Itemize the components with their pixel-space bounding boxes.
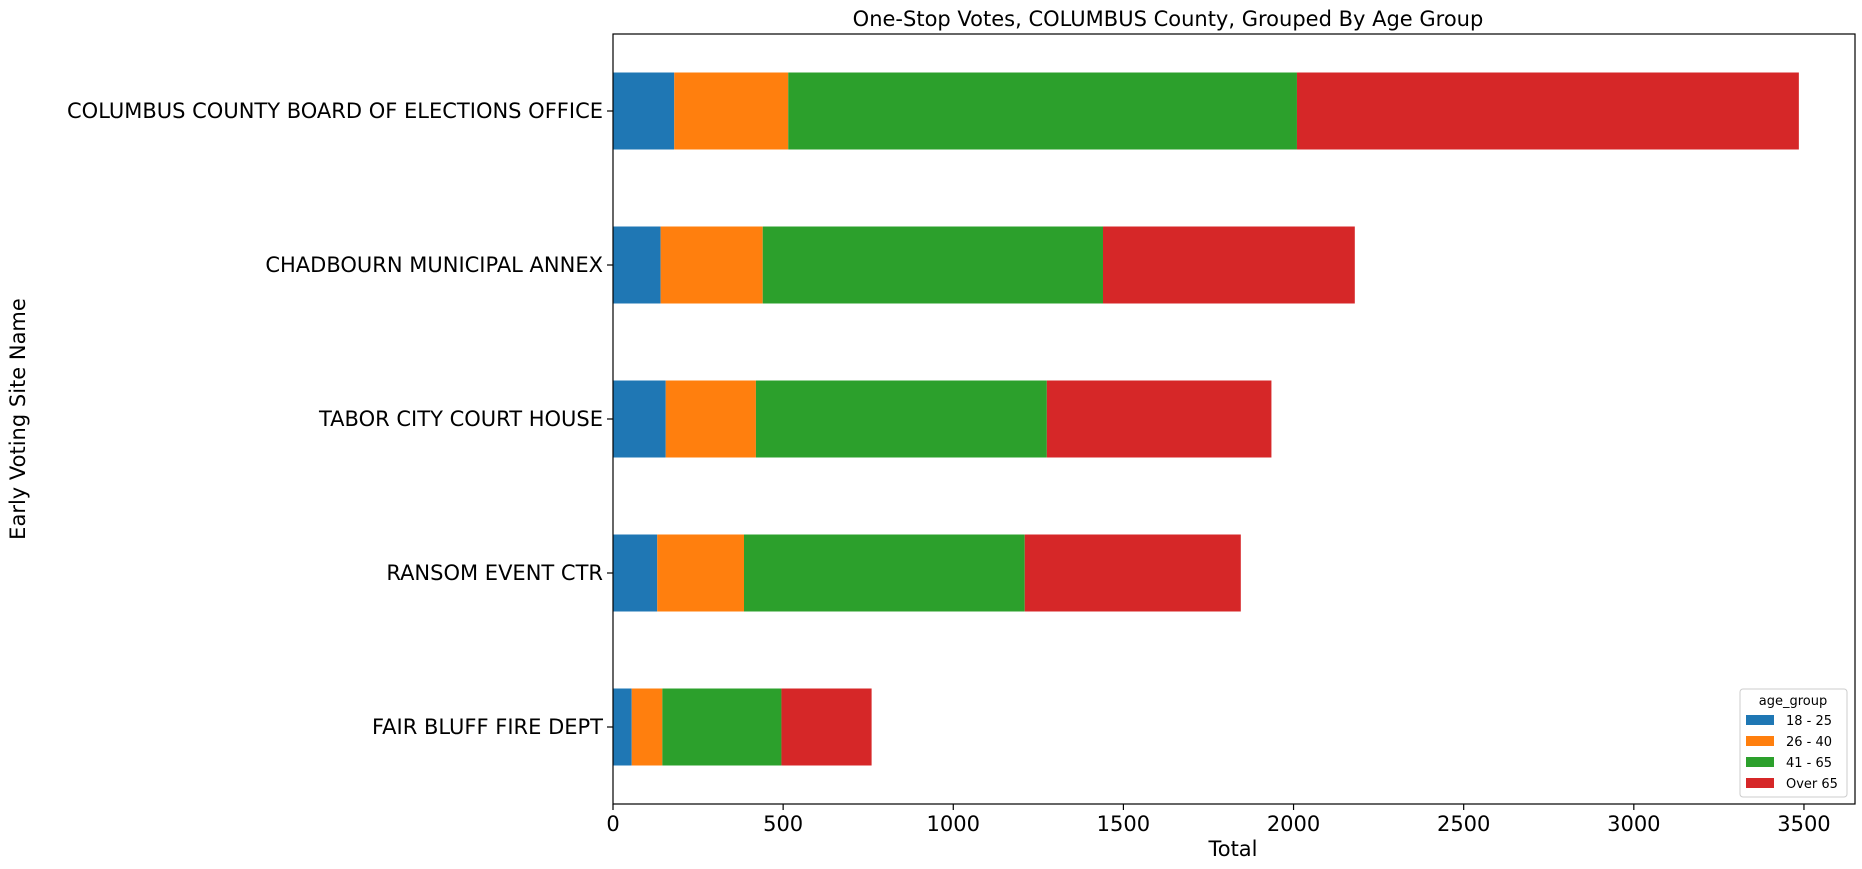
bar-segment-3-1: [613, 380, 666, 458]
y-axis-label: Early Voting Site Name: [6, 298, 30, 540]
bar-segment-4-3: [744, 534, 1025, 612]
bar-segment-5-3: [662, 688, 782, 766]
bar-segment-1-4: [1296, 72, 1799, 150]
x-axis: 0 500 1000 1500 2000 2500 3000 3500: [606, 804, 1831, 836]
bar-segment-2-4: [1102, 226, 1355, 304]
legend-label: Over 65: [1786, 777, 1838, 792]
bar-segment-2-3: [762, 226, 1103, 304]
bars-group: [613, 72, 1799, 766]
x-tick-label: 2500: [1437, 812, 1490, 836]
bar-segment-1-1: [613, 72, 675, 150]
bar-segment-3-4: [1046, 380, 1272, 458]
legend: age_group 18 - 25 26 - 40 41 - 65 Over 65: [1739, 688, 1848, 798]
bar-segment-1-3: [788, 72, 1297, 150]
legend-label: 26 - 40: [1786, 735, 1832, 750]
y-tick-label: CHADBOURN MUNICIPAL ANNEX: [265, 253, 603, 277]
bar-segment-2-1: [613, 226, 661, 304]
x-axis-label: Total: [1207, 837, 1257, 861]
bar-segment-2-2: [660, 226, 763, 304]
y-tick-label: RANSOM EVENT CTR: [386, 561, 603, 585]
legend-label: 18 - 25: [1786, 714, 1832, 729]
chart-title: One-Stop Votes, COLUMBUS County, Grouped…: [853, 7, 1484, 31]
legend-title: age_group: [1759, 694, 1827, 709]
legend-label: 41 - 65: [1786, 756, 1832, 771]
y-tick-label: FAIR BLUFF FIRE DEPT: [372, 715, 603, 739]
legend-swatch: [1746, 778, 1774, 788]
bar-segment-5-1: [613, 688, 632, 766]
x-tick-label: 1000: [927, 812, 980, 836]
legend-swatch: [1746, 736, 1774, 746]
y-axis: COLUMBUS COUNTY BOARD OF ELECTIONS OFFIC…: [67, 99, 613, 739]
x-tick-label: 3000: [1607, 812, 1660, 836]
bar-segment-5-4: [781, 688, 872, 766]
legend-swatch: [1746, 715, 1774, 725]
y-tick-label: COLUMBUS COUNTY BOARD OF ELECTIONS OFFIC…: [67, 99, 603, 123]
x-tick-label: 3500: [1777, 812, 1830, 836]
bar-segment-5-2: [631, 688, 663, 766]
bar-segment-1-2: [674, 72, 789, 150]
x-tick-label: 500: [763, 812, 803, 836]
x-tick-label: 2000: [1267, 812, 1320, 836]
legend-items: 18 - 25 26 - 40 41 - 65 Over 65: [1746, 714, 1838, 792]
y-tick-label: TABOR CITY COURT HOUSE: [318, 407, 603, 431]
bar-segment-3-2: [665, 380, 756, 458]
bar-segment-4-1: [613, 534, 658, 612]
legend-swatch: [1746, 757, 1774, 767]
x-tick-label: 1500: [1097, 812, 1150, 836]
bar-segment-4-4: [1024, 534, 1241, 612]
bar-segment-3-3: [755, 380, 1047, 458]
x-tick-label: 0: [606, 812, 619, 836]
bar-segment-4-2: [657, 534, 745, 612]
